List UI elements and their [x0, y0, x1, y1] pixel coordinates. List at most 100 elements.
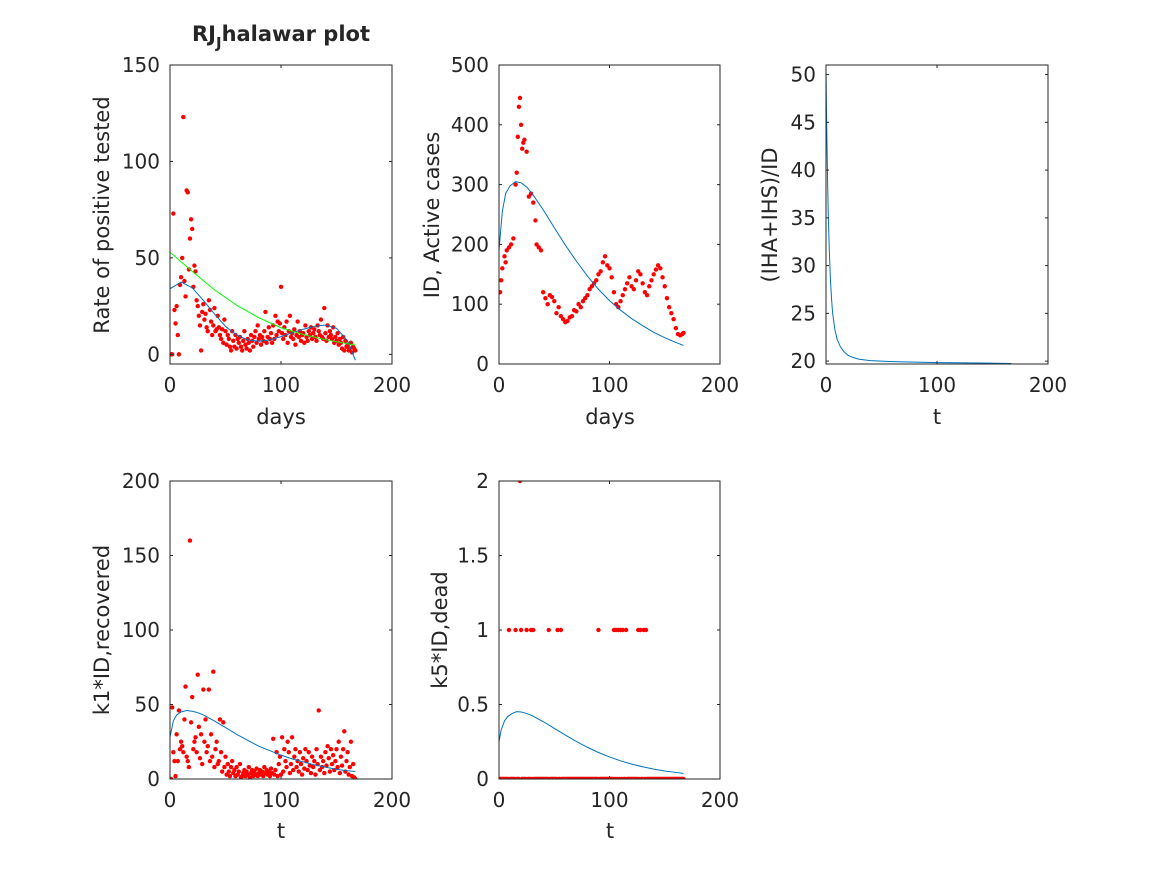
- data-point: [499, 290, 503, 295]
- data-point: [609, 275, 614, 280]
- subplot-rate-positive-tested: RJJhalawar plot days Rate of positive te…: [90, 22, 411, 429]
- data-point: [508, 242, 514, 247]
- series-line-0: [826, 69, 1012, 364]
- data-point: [202, 739, 207, 744]
- data-point: [318, 317, 324, 322]
- y-tick-label: 0: [476, 767, 489, 791]
- data-point: [223, 329, 228, 334]
- data-point: [224, 342, 229, 347]
- data-point: [316, 708, 321, 713]
- data-point: [555, 627, 560, 633]
- data-point: [236, 340, 242, 345]
- data-point: [208, 732, 214, 737]
- data-point: [340, 747, 346, 752]
- data-point: [287, 770, 293, 776]
- data-point: [316, 329, 321, 334]
- data-point: [264, 340, 269, 345]
- data-point: [330, 752, 336, 758]
- data-point: [199, 309, 205, 315]
- data-point: [186, 764, 192, 770]
- data-point: [206, 687, 212, 692]
- data-point: [279, 330, 285, 336]
- data-point: [294, 764, 299, 770]
- data-point: [178, 739, 184, 744]
- plot-area: [499, 481, 686, 779]
- data-point: [234, 346, 239, 351]
- data-point: [216, 758, 222, 764]
- y-tick-label: 1: [476, 618, 489, 642]
- data-point: [602, 254, 608, 259]
- data-point: [671, 316, 676, 322]
- data-point: [211, 669, 216, 674]
- data-point: [170, 705, 175, 710]
- data-point: [653, 267, 659, 272]
- data-point: [681, 776, 686, 779]
- data-point: [208, 319, 214, 324]
- data-point: [500, 266, 505, 271]
- y-tick-label: 0: [147, 342, 160, 366]
- data-point: [328, 332, 334, 338]
- data-point: [538, 248, 544, 253]
- data-point: [221, 720, 226, 725]
- data-point: [503, 260, 508, 265]
- data-point: [522, 137, 527, 142]
- data-point: [301, 755, 306, 761]
- data-point: [190, 226, 195, 232]
- data-point: [170, 776, 174, 779]
- x-tick-label: 200: [1029, 373, 1067, 397]
- data-point: [203, 717, 208, 722]
- data-point: [305, 338, 310, 344]
- data-point: [262, 329, 267, 334]
- data-point: [283, 758, 288, 764]
- data-point: [607, 266, 612, 271]
- data-point: [190, 694, 195, 700]
- x-tick-label: 200: [701, 373, 739, 397]
- data-point: [554, 310, 559, 316]
- x-tick-label: 100: [590, 373, 628, 397]
- data-point: [322, 770, 327, 776]
- data-point: [284, 764, 289, 770]
- data-point: [314, 747, 319, 752]
- data-point: [255, 323, 260, 328]
- data-point: [517, 481, 523, 484]
- data-point: [620, 293, 625, 298]
- data-point: [196, 313, 202, 318]
- data-point: [171, 749, 176, 755]
- data-point: [520, 146, 525, 151]
- data-point: [214, 739, 219, 744]
- data-point: [594, 278, 599, 283]
- data-point: [226, 336, 232, 342]
- data-point: [337, 770, 343, 776]
- data-point: [328, 747, 334, 752]
- data-point: [565, 318, 570, 324]
- data-point: [219, 769, 225, 774]
- data-point: [306, 329, 311, 334]
- data-point: [320, 758, 326, 764]
- data-point: [327, 769, 333, 774]
- data-point: [353, 348, 358, 353]
- data-point: [207, 307, 213, 313]
- data-point: [292, 754, 297, 759]
- data-point: [174, 303, 179, 309]
- data-point: [221, 340, 226, 345]
- plot-area: [826, 69, 1012, 364]
- data-point: [345, 749, 350, 755]
- data-point: [347, 764, 353, 770]
- x-tick-label: 200: [373, 788, 411, 812]
- data-point: [247, 348, 253, 353]
- data-point: [339, 763, 345, 768]
- data-point: [175, 332, 180, 338]
- data-point: [638, 272, 643, 277]
- plot-area: [499, 95, 686, 346]
- data-point: [227, 344, 233, 349]
- data-point: [623, 627, 629, 633]
- data-point: [197, 323, 203, 328]
- data-point: [223, 754, 228, 759]
- data-point: [238, 344, 244, 349]
- x-axis-label: t: [933, 405, 941, 429]
- series-line-1: [499, 711, 684, 774]
- x-tick-label: 0: [164, 788, 177, 812]
- data-point: [600, 260, 606, 265]
